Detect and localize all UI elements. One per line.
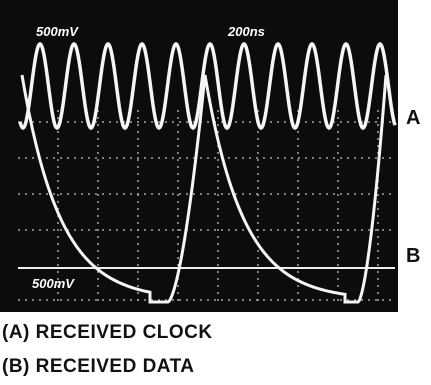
volts-label: 500mV (36, 24, 79, 39)
trace-label: A (406, 107, 420, 129)
volts-label: 500mV (32, 276, 75, 291)
caption-line: (A) RECEIVED CLOCK (2, 322, 213, 343)
page: 500mV 200ns 500mV A B (A) RECEIVED CLOCK… (0, 0, 431, 385)
figure: 500mV 200ns 500mV A B (A) RECEIVED CLOCK… (0, 0, 431, 385)
timebase-label: 200ns (227, 24, 265, 39)
caption-line: (B) RECEIVED DATA (2, 356, 195, 377)
trace-label: B (406, 245, 420, 267)
